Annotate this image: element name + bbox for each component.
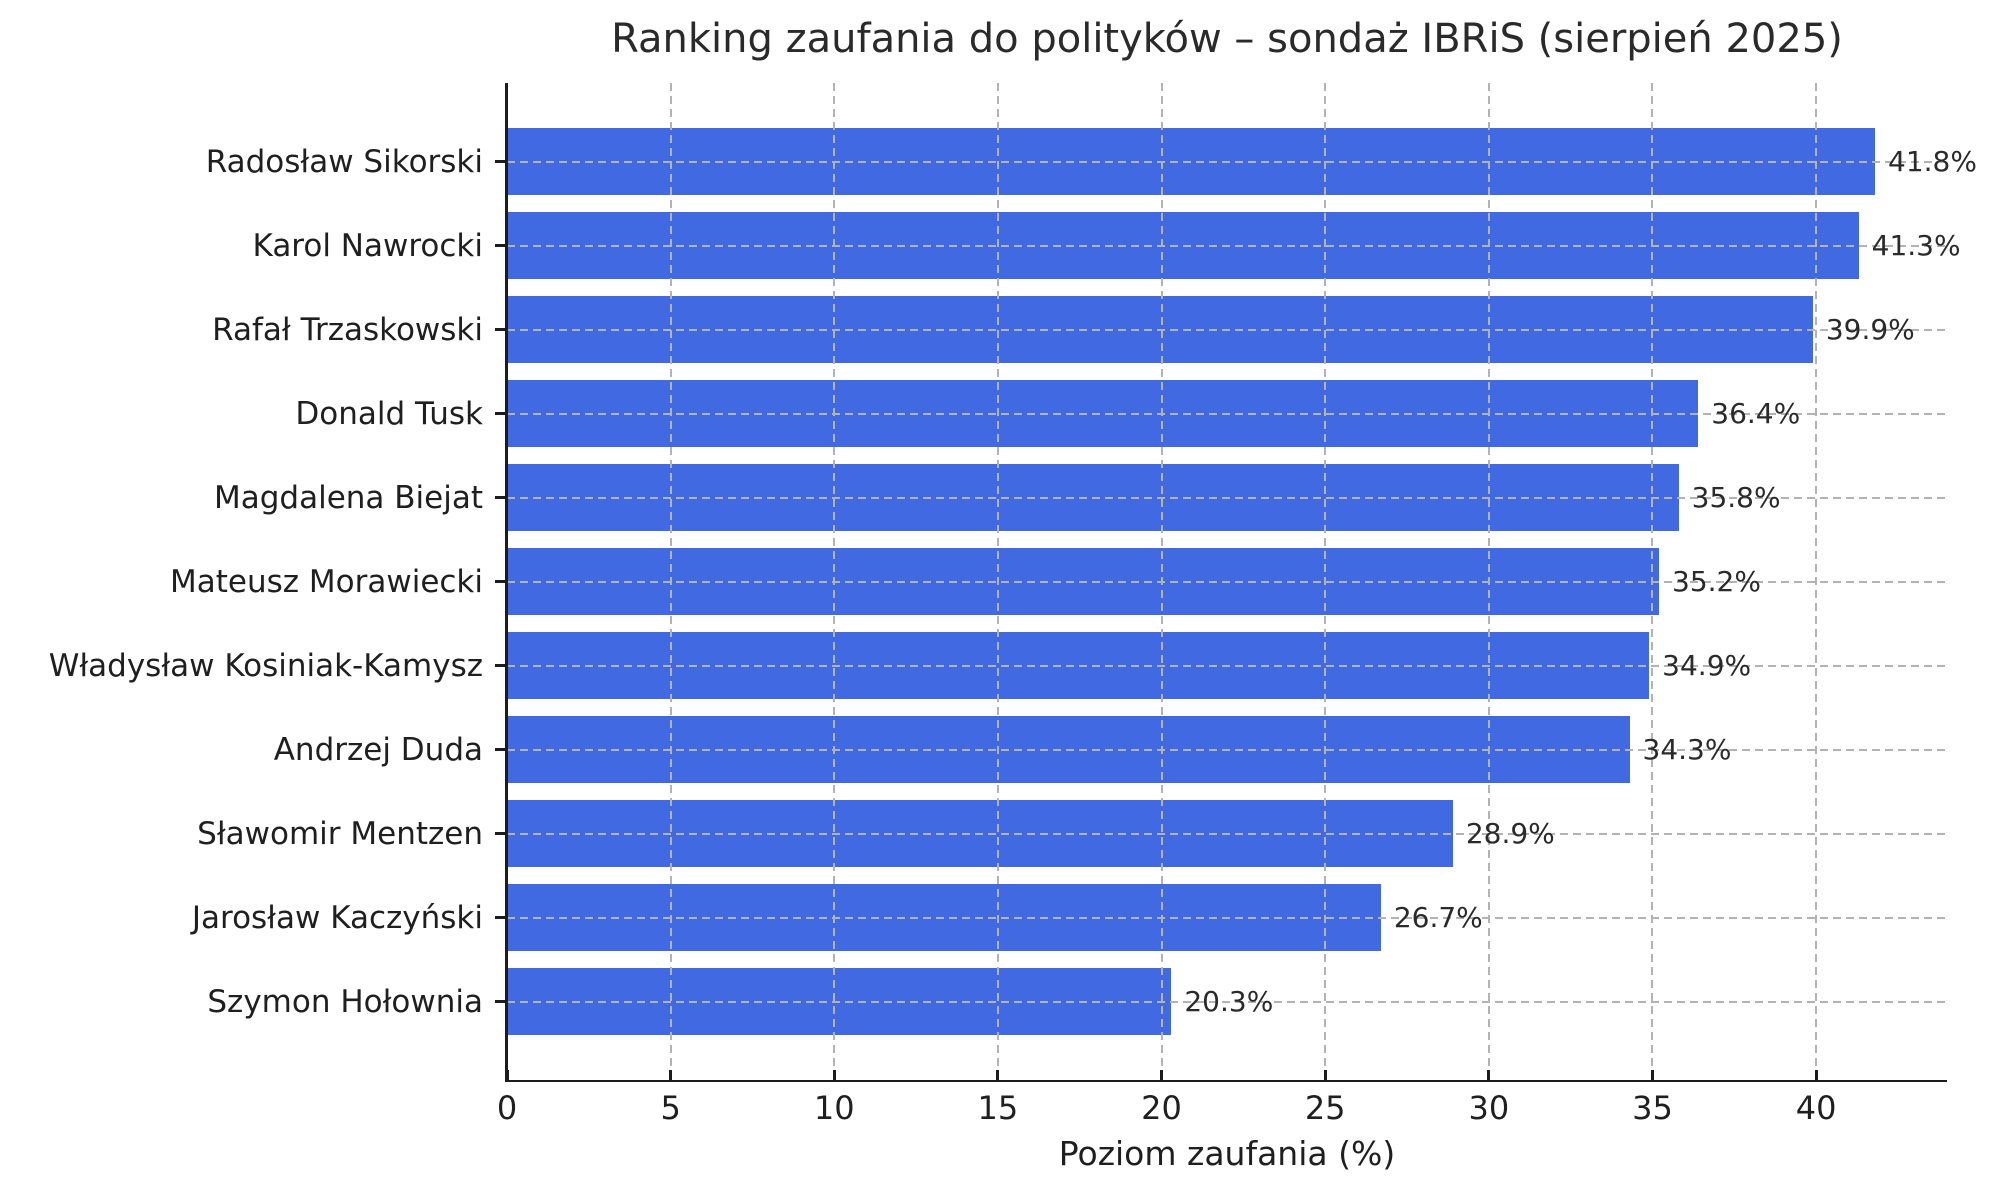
x-axis-spine xyxy=(505,1079,1947,1082)
x-axis-tick xyxy=(1814,1070,1818,1080)
bar-value-label: 20.3% xyxy=(1184,985,1274,1018)
y-axis-category-label: Władysław Kosiniak-Kamysz xyxy=(48,647,483,684)
v-gridline xyxy=(1815,83,1818,1080)
y-axis-tick xyxy=(495,244,505,247)
v-gridline xyxy=(996,83,999,1080)
x-axis-tick xyxy=(1650,1070,1654,1080)
x-axis-tick-label: 40 xyxy=(1795,1089,1837,1127)
chart-title: Ranking zaufania do polityków – sondaż I… xyxy=(611,16,1843,62)
y-axis-tick xyxy=(495,664,505,667)
y-axis-category-label: Sławomir Mentzen xyxy=(197,815,483,852)
x-axis-tick xyxy=(669,1070,673,1080)
h-gridline xyxy=(507,580,1947,583)
v-gridline xyxy=(1487,83,1490,1080)
h-gridline xyxy=(507,160,1947,163)
y-axis-category-label: Mateusz Morawiecki xyxy=(170,563,483,600)
bar-value-label: 28.9% xyxy=(1465,817,1555,850)
y-axis-category-label: Andrzej Duda xyxy=(273,731,483,768)
y-axis-tick xyxy=(495,496,505,499)
y-axis-tick xyxy=(495,832,505,835)
h-gridline xyxy=(507,1000,1947,1003)
v-gridline xyxy=(1324,83,1327,1080)
x-axis-tick xyxy=(1487,1070,1491,1080)
h-gridline xyxy=(507,244,1947,247)
x-axis-label: Poziom zaufania (%) xyxy=(1058,1134,1396,1173)
x-axis-tick-label: 35 xyxy=(1632,1089,1673,1127)
x-axis-tick-label: 30 xyxy=(1468,1089,1510,1127)
v-gridline xyxy=(1651,83,1654,1080)
bar-value-label: 35.2% xyxy=(1672,565,1761,598)
y-axis-category-labels: Radosław Sikorski Karol Nawrocki Rafał Trz… xyxy=(0,83,495,1080)
x-axis-tick xyxy=(996,1070,1000,1080)
y-axis-tick xyxy=(495,412,505,415)
h-gridline xyxy=(507,748,1947,751)
y-axis-category-label: Rafał Trzaskowski xyxy=(212,311,483,348)
x-axis-tick-label: 25 xyxy=(1304,1089,1346,1127)
bar-value-label: 34.3% xyxy=(1642,733,1732,766)
y-axis-category-label: Jarosław Kaczyński xyxy=(191,899,483,936)
x-axis-tick-label: 0 xyxy=(496,1089,518,1127)
x-axis-tick xyxy=(1323,1070,1327,1080)
bar-value-label: 41.3% xyxy=(1871,229,1961,262)
bar-value-label: 26.7% xyxy=(1393,901,1483,934)
bar-value-label: 41.8% xyxy=(1888,145,1977,178)
y-axis-category-label: Karol Nawrocki xyxy=(252,227,483,264)
bar-value-label: 39.9% xyxy=(1825,313,1915,346)
y-axis-tick xyxy=(495,580,505,583)
v-gridline xyxy=(669,83,672,1080)
y-axis-tick xyxy=(495,916,505,919)
h-gridline xyxy=(507,328,1947,331)
h-gridline xyxy=(507,832,1947,835)
y-axis-category-label: Magdalena Biejat xyxy=(214,479,483,516)
bar-value-label: 35.8% xyxy=(1691,481,1781,514)
y-axis-tick xyxy=(495,748,505,751)
x-axis-tick xyxy=(1160,1070,1164,1080)
x-axis-tick-label: 20 xyxy=(1141,1089,1182,1127)
y-axis-tick xyxy=(495,160,505,163)
v-gridline xyxy=(1160,83,1163,1080)
x-axis-tick-label: 10 xyxy=(813,1089,855,1127)
h-gridline xyxy=(507,496,1947,499)
y-axis-tick xyxy=(495,1000,505,1003)
plot-area: 41.8% 41.3% 39.9% 36.4% 35.8% 35.2% 34.9% 34.3%… xyxy=(495,83,1977,1082)
x-axis-tick-labels: 0 5 10 15 20 25 30 35 40 xyxy=(497,1089,1947,1133)
y-axis-tick xyxy=(495,328,505,331)
h-gridline xyxy=(507,664,1947,667)
bar-value-label: 34.9% xyxy=(1662,649,1752,682)
y-axis-category-label: Szymon Hołownia xyxy=(207,983,483,1020)
y-axis-category-label: Donald Tusk xyxy=(295,395,483,432)
v-gridline xyxy=(833,83,836,1080)
bar-value-label: 36.4% xyxy=(1711,397,1801,430)
h-gridline xyxy=(507,916,1947,919)
x-axis-tick xyxy=(832,1070,836,1080)
x-axis-tick-label: 15 xyxy=(977,1089,1019,1127)
h-gridline xyxy=(507,412,1947,415)
x-axis-tick-label: 5 xyxy=(660,1089,681,1127)
y-axis-category-label: Radosław Sikorski xyxy=(205,143,483,180)
y-axis-spine xyxy=(505,83,508,1082)
x-axis-tick xyxy=(505,1070,509,1080)
